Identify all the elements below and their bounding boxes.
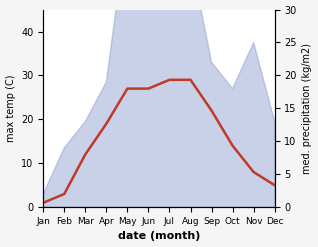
X-axis label: date (month): date (month) xyxy=(118,231,200,242)
Y-axis label: max temp (C): max temp (C) xyxy=(5,75,16,142)
Y-axis label: med. precipitation (kg/m2): med. precipitation (kg/m2) xyxy=(302,43,313,174)
